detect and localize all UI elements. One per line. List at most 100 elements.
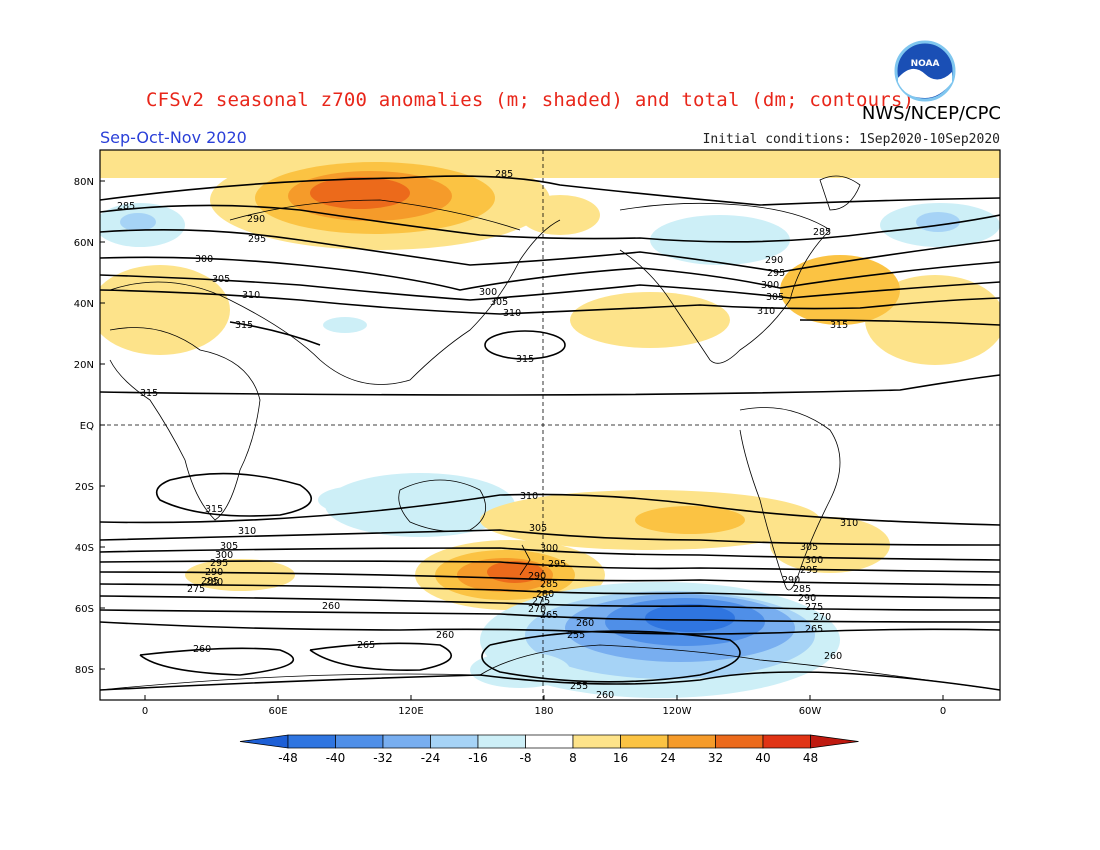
initial-conditions-label: Initial conditions: 1Sep2020-10Sep2020: [702, 132, 1000, 147]
contour-305: [100, 274, 1000, 301]
contour-label-290d: 290: [205, 567, 223, 578]
colorbar-right-arrow: [810, 734, 859, 749]
contour-label-295b: 295: [767, 268, 785, 279]
contour-label-255a: 255: [567, 630, 585, 641]
colorbar-label: 32: [708, 751, 723, 765]
colorbar-segment: [525, 734, 574, 749]
lat-axis: 80N 60N 40N 20N EQ 20S 40S 60S 80S: [74, 177, 105, 676]
colorbar-segment: [430, 734, 479, 749]
colorbar-segment: [715, 734, 764, 749]
contour-label-290e: 290: [782, 575, 800, 586]
contour-255: [481, 630, 741, 683]
contour-label-285a: 285: [495, 169, 513, 180]
lat-tick-80s: 80S: [75, 665, 94, 676]
lat-tick-eq: EQ: [80, 421, 94, 432]
contour-260-loop: [139, 647, 294, 676]
colorbar-label: 48: [803, 751, 818, 765]
colorbar-label: -8: [520, 751, 532, 765]
contour-290: [100, 204, 1000, 243]
contour-310: [100, 289, 1000, 315]
contour-label-305f: 305: [800, 542, 818, 553]
contour-label-260e: 260: [824, 651, 842, 662]
lat-tick-60n: 60N: [74, 238, 94, 249]
height-contours: [100, 175, 1000, 691]
contour-300: [100, 256, 1000, 291]
colorbar-label: -48: [278, 751, 298, 765]
colorbar-label: 16: [613, 751, 628, 765]
contour-label-260b: 260: [436, 630, 454, 641]
contour-label-305b: 305: [490, 297, 508, 308]
colorbar-segment: [572, 734, 621, 749]
lon-tick-60e: 60E: [268, 706, 287, 717]
contour-label-305d: 305: [529, 523, 547, 534]
colorbar-label: 8: [569, 751, 577, 765]
contour-label-290a: 290: [247, 214, 265, 225]
lat-tick-60s: 60S: [75, 604, 94, 615]
contour-label-280b: 280: [205, 577, 223, 588]
colorbar-segment: [335, 734, 384, 749]
colorbar-label: -32: [373, 751, 393, 765]
contour-label-315b: 315: [516, 354, 534, 365]
contour-label-265a: 265: [540, 610, 558, 621]
contour-label-285f: 285: [793, 584, 811, 595]
contour-label-270b: 270: [813, 612, 831, 623]
lon-tick-120w: 120W: [663, 706, 692, 717]
contour-label-280a: 280: [536, 589, 554, 600]
lat-tick-40n: 40N: [74, 299, 94, 310]
noaa-logo-icon: NOAA: [894, 40, 956, 102]
logo-text: NOAA: [911, 59, 940, 69]
contour-label-260f: 260: [596, 690, 614, 701]
colorbar-label: 24: [660, 751, 675, 765]
map-title: CFSv2 seasonal z700 anomalies (m; shaded…: [146, 89, 915, 111]
contour-label-310a: 310: [242, 290, 260, 301]
contour-label-260a: 260: [322, 601, 340, 612]
contour-label-295c: 295: [548, 559, 566, 570]
contour-label-260d: 260: [576, 618, 594, 629]
contour-285: [100, 175, 1000, 206]
colorbar-segment: [477, 734, 526, 749]
contour-label-305e: 305: [220, 541, 238, 552]
lon-tick-0a: 0: [142, 706, 148, 717]
contour-label-270a: 270: [528, 604, 546, 615]
contour-label-290c: 290: [528, 571, 546, 582]
contour-label-260c: 260: [193, 644, 211, 655]
lon-tick-0b: 0: [940, 706, 946, 717]
contour-label-305c: 305: [766, 292, 784, 303]
contour-label-315e: 315: [205, 504, 223, 515]
contour-label-300f: 300: [805, 555, 823, 566]
colorbar: -48 -40 -32 -24 -16 -8 8 16 24 32 40 48: [239, 734, 859, 765]
colorbar-segment: [620, 734, 669, 749]
lat-tick-20n: 20N: [74, 360, 94, 371]
contour-label-315d: 315: [140, 388, 158, 399]
colorbar-segment: [762, 734, 811, 749]
contour-label-285c: 285: [813, 227, 831, 238]
contour-label-310d: 310: [520, 491, 538, 502]
colorbar-label: -40: [326, 751, 346, 765]
contour-label-310e: 310: [238, 526, 256, 537]
contour-310s: [100, 493, 1000, 526]
contour-label-255b: 255: [570, 681, 588, 692]
anomaly-arctic-band: [100, 150, 1000, 178]
contour-label-265c: 265: [357, 640, 375, 651]
contour-315a: [229, 321, 321, 346]
contour-label-315a: 315: [235, 320, 253, 331]
contour-305s: [100, 529, 1000, 546]
contour-labels: 285 285 290 295 300 305 310 315 300 305 …: [117, 169, 858, 701]
contour-label-310f: 310: [840, 518, 858, 529]
contour-315e: [155, 472, 312, 517]
contour-315b: [100, 374, 1000, 396]
contour-label-275c: 275: [805, 602, 823, 613]
contour-label-275b: 275: [187, 584, 205, 595]
lon-tick-120e: 120E: [398, 706, 423, 717]
lat-tick-20s: 20S: [75, 482, 94, 493]
lon-tick-60w: 60W: [799, 706, 822, 717]
colorbar-label: -24: [421, 751, 441, 765]
colorbar-segment: [287, 734, 336, 749]
contour-315d: [799, 319, 1000, 326]
colorbar-segment: [667, 734, 716, 749]
contour-315c: [484, 330, 566, 360]
lat-tick-80n: 80N: [74, 177, 94, 188]
contour-295: [100, 228, 1000, 273]
contour-label-295a: 295: [248, 234, 266, 245]
